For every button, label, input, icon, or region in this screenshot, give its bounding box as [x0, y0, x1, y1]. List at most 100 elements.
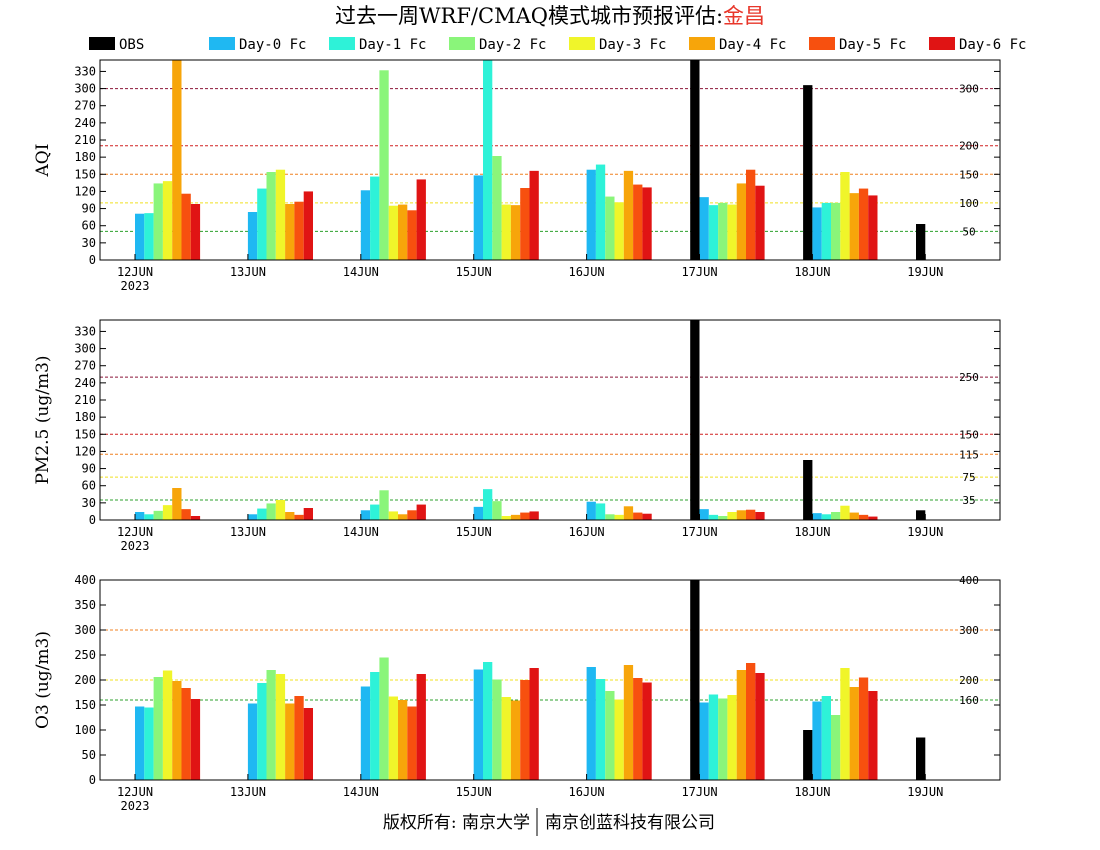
- bar-day-1-fc-12jun: [144, 707, 154, 780]
- x-tick-label-13jun: 13JUN: [230, 525, 266, 539]
- y-tick-label: 150: [74, 167, 96, 181]
- bar-day-0-fc-15jun: [473, 175, 483, 260]
- bar-day-6-fc-17jun: [755, 512, 765, 520]
- legend-label-day-3-fc: Day-3 Fc: [599, 37, 666, 53]
- x-tick-label-15jun: 15JUN: [456, 265, 492, 279]
- bar-day-4-fc-12jun: [172, 60, 182, 260]
- bar-day-1-fc-13jun: [257, 683, 267, 780]
- reference-label-200: 200: [959, 674, 979, 687]
- panel-o3: 16020030040005010015020025030035040012JU…: [33, 573, 1001, 813]
- y-tick-label: 240: [74, 116, 96, 130]
- bar-day-6-fc-15jun: [529, 511, 539, 520]
- x-tick-label-13jun: 13JUN: [230, 265, 266, 279]
- y-tick-label: 60: [82, 219, 96, 233]
- bar-day-0-fc-14jun: [360, 686, 371, 780]
- bar-day-4-fc-14jun: [398, 204, 408, 260]
- bar-day-6-fc-12jun: [190, 516, 201, 520]
- bar-obs-18jun: [803, 85, 813, 260]
- bar-day-2-fc-14jun: [379, 657, 389, 780]
- bar-day-1-fc-16jun: [595, 503, 606, 520]
- bar-day-6-fc-17jun: [755, 185, 765, 260]
- bar-day-5-fc-13jun: [294, 201, 304, 260]
- y-tick-label: 0: [89, 253, 96, 267]
- y-tick-label: 300: [74, 623, 96, 637]
- y-tick-label: 180: [74, 150, 96, 164]
- bar-day-3-fc-18jun: [840, 505, 850, 520]
- y-tick-label: 50: [82, 748, 96, 762]
- bar-day-6-fc-13jun: [303, 508, 313, 520]
- legend-label-obs: OBS: [119, 37, 144, 53]
- bar-day-4-fc-16jun: [623, 170, 634, 260]
- bar-day-6-fc-18jun: [868, 516, 878, 520]
- bar-day-1-fc-17jun: [708, 205, 719, 260]
- y-tick-label: 120: [74, 444, 96, 458]
- bar-day-4-fc-14jun: [398, 514, 408, 520]
- bar-day-4-fc-17jun: [736, 510, 746, 520]
- bar-day-3-fc-16jun: [614, 699, 624, 780]
- bar-day-4-fc-18jun: [849, 512, 859, 520]
- bar-day-4-fc-17jun: [736, 183, 746, 260]
- bar-day-6-fc-16jun: [642, 682, 652, 780]
- reference-label-250: 250: [959, 371, 979, 384]
- bar-day-1-fc-16jun: [595, 679, 606, 780]
- legend-swatch-day-3-fc: [569, 37, 595, 50]
- bar-day-2-fc-12jun: [153, 677, 163, 780]
- bar-day-3-fc-12jun: [162, 505, 173, 520]
- panel-pm2-5-ylabel: PM2.5 (ug/m3): [33, 355, 53, 484]
- legend-swatch-day-5-fc: [809, 37, 835, 50]
- x-tick-label-17jun: 17JUN: [681, 525, 717, 539]
- legend-label-day-5-fc: Day-5 Fc: [839, 37, 906, 53]
- bar-day-0-fc-16jun: [586, 169, 596, 260]
- bar-day-0-fc-18jun: [812, 513, 822, 520]
- panel-o3-ylabel: O3 (ug/m3): [33, 631, 53, 729]
- y-tick-label: 210: [74, 393, 96, 407]
- reference-label-35: 35: [962, 494, 975, 507]
- bar-day-4-fc-18jun: [849, 193, 859, 260]
- bar-day-5-fc-18jun: [858, 514, 869, 520]
- legend-swatch-day-0-fc: [209, 37, 235, 50]
- title-city: 金昌: [723, 4, 765, 28]
- legend-label-day-6-fc: Day-6 Fc: [959, 37, 1026, 53]
- x-tick-label-16jun: 16JUN: [569, 525, 605, 539]
- y-tick-label: 90: [82, 462, 96, 476]
- bar-day-2-fc-18jun: [831, 512, 841, 520]
- bar-day-6-fc-12jun: [190, 699, 201, 780]
- bar-day-2-fc-16jun: [605, 691, 615, 780]
- bar-day-5-fc-12jun: [181, 509, 191, 520]
- bar-day-0-fc-15jun: [473, 669, 483, 780]
- bar-day-2-fc-15jun: [492, 501, 502, 520]
- x-year-label: 2023: [121, 539, 150, 553]
- bar-day-2-fc-17jun: [718, 202, 728, 260]
- panel-aqi: 50 100 150 200 300 0 30 60 90 120 150 180 210 240 270 3…: [33, 59, 1001, 293]
- bar-day-5-fc-16jun: [633, 184, 643, 260]
- y-tick-label: 200: [74, 673, 96, 687]
- legend-label-day-0-fc: Day-0 Fc: [239, 37, 306, 53]
- x-tick-label-17jun: 17JUN: [681, 785, 717, 799]
- bar-day-6-fc-14jun: [416, 674, 426, 780]
- bar-day-1-fc-12jun: [144, 514, 154, 520]
- bar-day-4-fc-14jun: [398, 700, 408, 780]
- bar-day-2-fc-17jun: [718, 516, 728, 520]
- legend-label-day-2-fc: Day-2 Fc: [479, 37, 546, 53]
- bar-day-5-fc-16jun: [633, 512, 643, 520]
- bar-day-2-fc-15jun: [492, 156, 502, 260]
- bar-day-0-fc-17jun: [699, 197, 709, 260]
- y-tick-label: 330: [74, 324, 96, 338]
- bar-day-3-fc-13jun: [275, 169, 286, 260]
- bar-day-0-fc-13jun: [247, 212, 258, 260]
- bar-day-5-fc-18jun: [858, 188, 869, 260]
- footer: 版权所有: 南京大学 南京创蓝科技有限公司: [383, 808, 715, 836]
- bar-day-6-fc-13jun: [303, 191, 313, 260]
- bar-day-4-fc-16jun: [623, 506, 634, 520]
- bar-day-0-fc-13jun: [247, 703, 258, 780]
- legend-swatch-day-2-fc: [449, 37, 475, 50]
- bar-day-0-fc-12jun: [135, 706, 145, 780]
- y-tick-label: 240: [74, 376, 96, 390]
- reference-label-150: 150: [959, 428, 979, 441]
- bar-day-4-fc-18jun: [849, 687, 859, 780]
- bar-day-3-fc-14jun: [388, 511, 398, 520]
- x-tick-label-17jun: 17JUN: [681, 265, 717, 279]
- bar-day-6-fc-12jun: [190, 204, 201, 260]
- bar-day-3-fc-15jun: [501, 516, 511, 520]
- bar-obs-19jun: [916, 510, 926, 520]
